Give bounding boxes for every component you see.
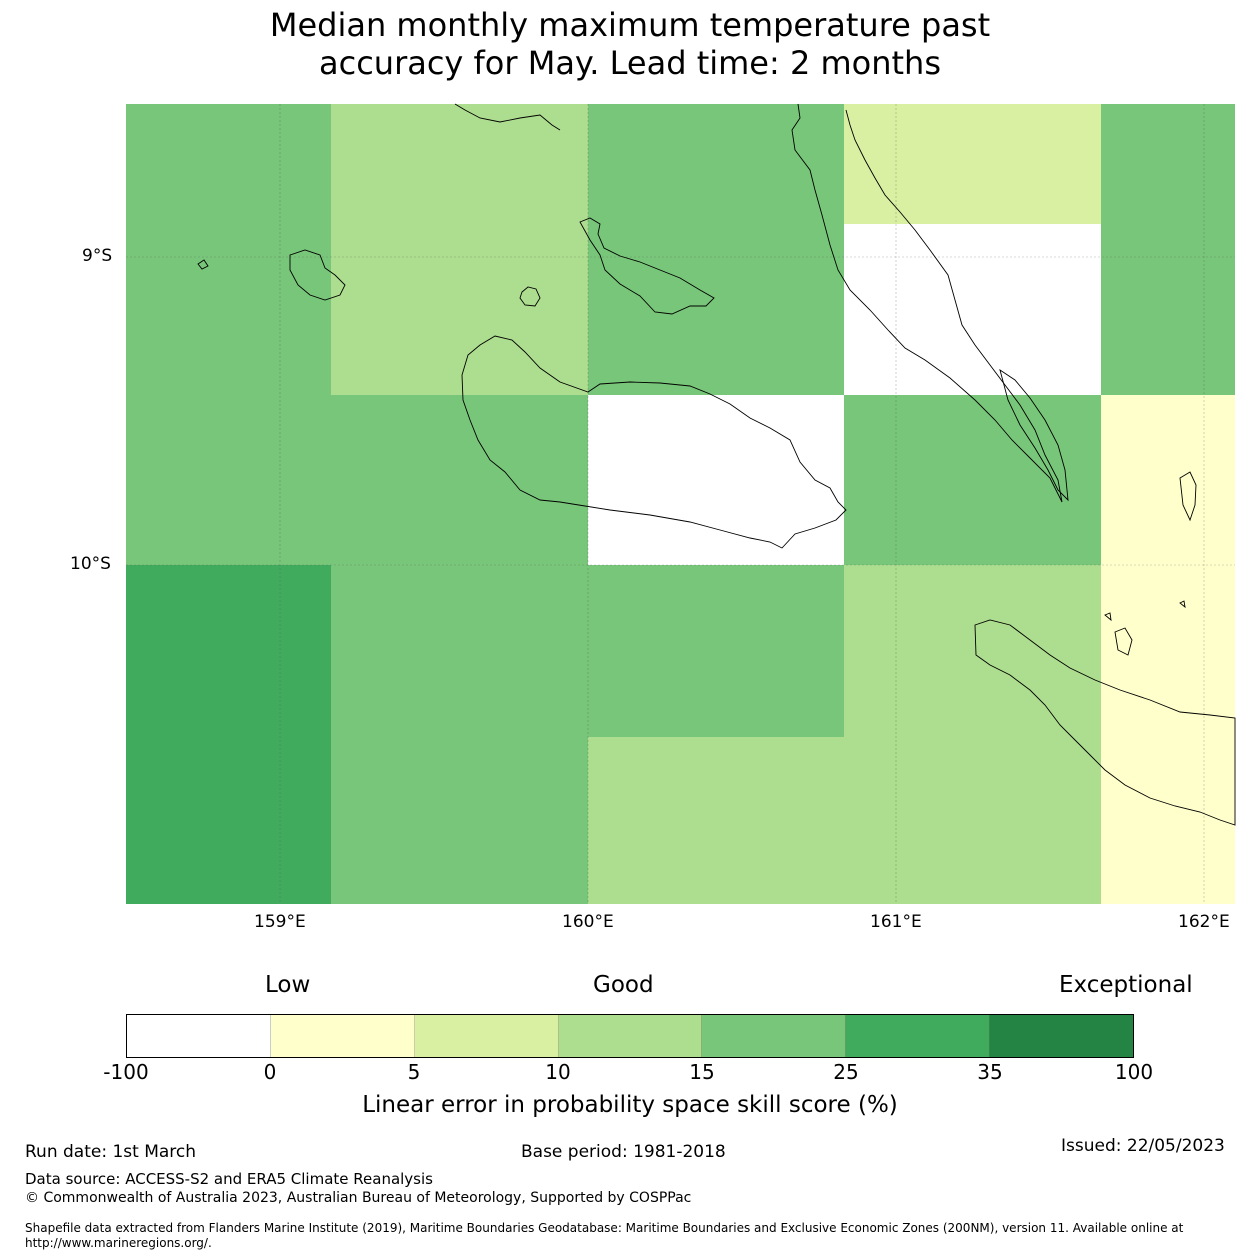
title-line-1: Median monthly maximum temperature past [269, 6, 991, 44]
lon-label-160e: 160°E [562, 912, 614, 932]
shapefile-credit-line-2: http://www.marineregions.org/. [25, 1236, 212, 1250]
issued-date: Issued: 22/05/2023 [1061, 1136, 1225, 1156]
colorbar-segment [846, 1015, 991, 1057]
colorbar-level-good: Good [593, 972, 654, 998]
colorbar-segment [558, 1015, 703, 1057]
coastlines [197, 103, 1236, 826]
colorbar-tick: 5 [407, 1060, 421, 1084]
skill-score-map [126, 103, 1236, 904]
colorbar-tick: -100 [103, 1060, 149, 1084]
copyright: © Commonwealth of Australia 2023, Austra… [25, 1190, 692, 1206]
colorbar-level-low: Low [265, 972, 311, 998]
lon-label-159e: 159°E [254, 912, 306, 932]
lat-label-10s: 10°S [70, 554, 111, 574]
lon-label-162e: 162°E [1178, 912, 1230, 932]
run-date: Run date: 1st March [25, 1142, 197, 1162]
colorbar-label: Linear error in probability space skill … [362, 1092, 898, 1118]
lat-label-9s: 9°S [82, 246, 113, 266]
skill-grid-cells [126, 104, 1235, 904]
shapefile-credit-line-1: Shapefile data extracted from Flanders M… [25, 1221, 1184, 1235]
colorbar-level-exceptional: Exceptional [1059, 972, 1193, 998]
data-source: Data source: ACCESS-S2 and ERA5 Climate … [25, 1170, 433, 1188]
colorbar-segment [702, 1015, 847, 1057]
colorbar-tick: 25 [833, 1060, 859, 1084]
colorbar-segment [990, 1015, 1134, 1057]
colorbar-tick: 15 [689, 1060, 715, 1084]
base-period: Base period: 1981-2018 [521, 1142, 726, 1162]
lon-label-161e: 161°E [870, 912, 922, 932]
map-title: Median monthly maximum temperature past … [0, 6, 1260, 82]
colorbar-segment [127, 1015, 271, 1057]
colorbar [126, 1014, 1134, 1058]
colorbar-tick: 100 [1114, 1060, 1154, 1084]
colorbar-tick: 35 [977, 1060, 1003, 1084]
graticule [126, 104, 1235, 904]
title-line-2: accuracy for May. Lead time: 2 months [318, 44, 941, 82]
colorbar-tick: 10 [545, 1060, 571, 1084]
colorbar-tick: 0 [263, 1060, 277, 1084]
colorbar-segment [270, 1015, 415, 1057]
colorbar-segment [414, 1015, 559, 1057]
